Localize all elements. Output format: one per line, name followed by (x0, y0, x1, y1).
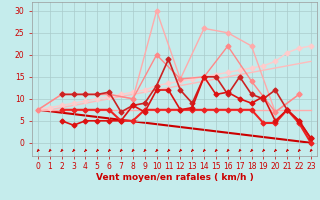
X-axis label: Vent moyen/en rafales ( km/h ): Vent moyen/en rafales ( km/h ) (96, 173, 253, 182)
